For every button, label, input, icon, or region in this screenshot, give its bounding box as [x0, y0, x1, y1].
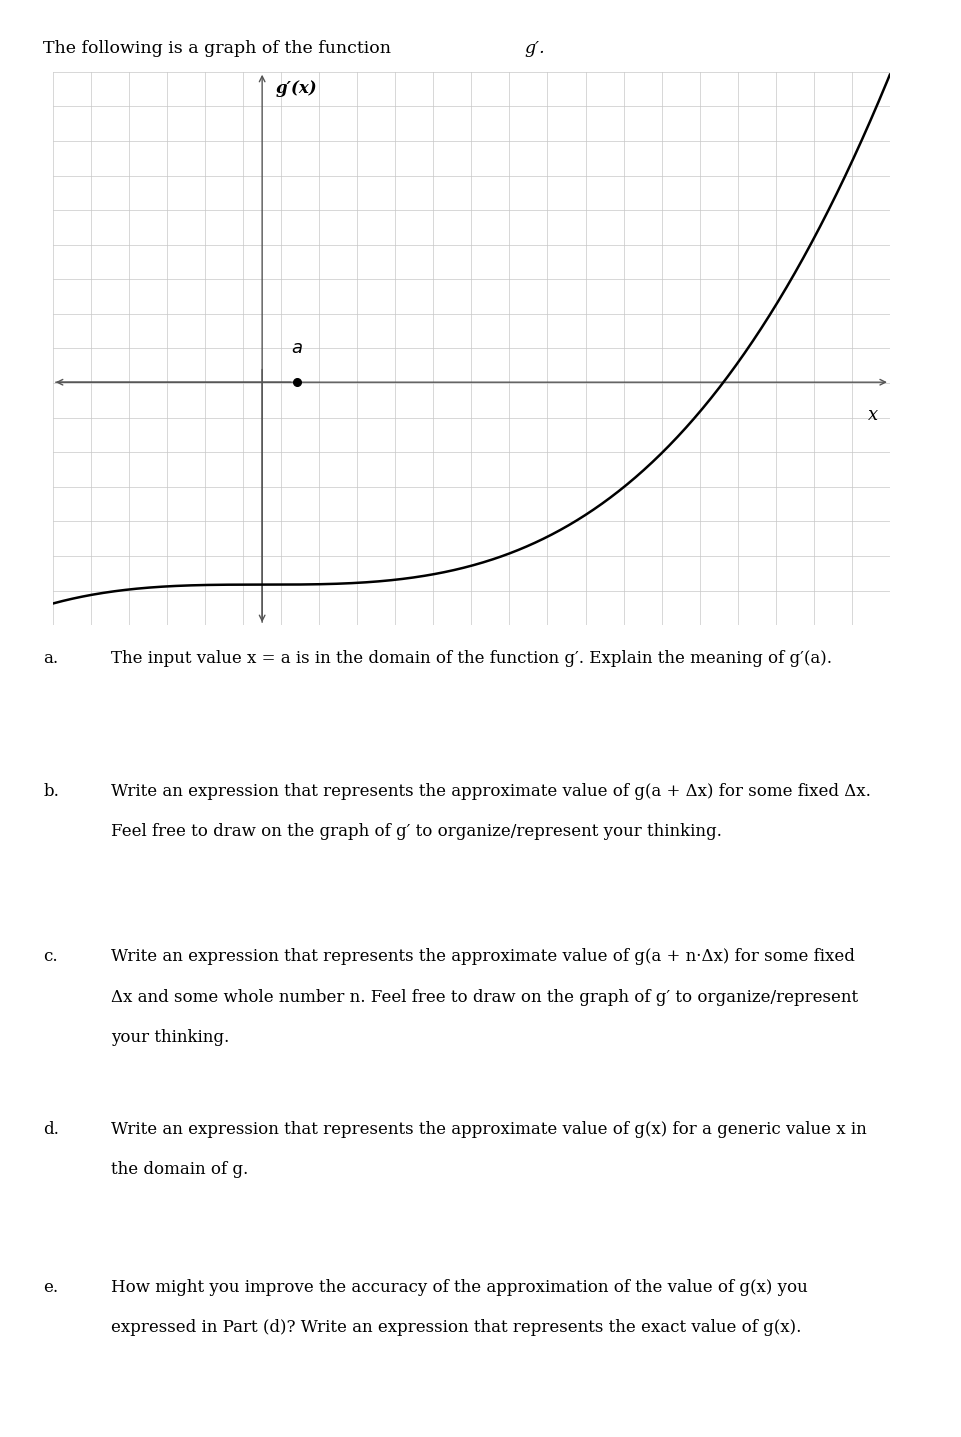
Text: Δx and some whole number n. Feel free to draw on the graph of g′ to organize/rep: Δx and some whole number n. Feel free to… — [111, 989, 857, 1006]
Text: How might you improve the accuracy of the approximation of the value of g(x) you: How might you improve the accuracy of th… — [111, 1279, 806, 1296]
Text: the domain of g.: the domain of g. — [111, 1161, 248, 1178]
Text: c.: c. — [43, 948, 58, 966]
Text: d.: d. — [43, 1121, 60, 1138]
Text: x: x — [867, 405, 877, 424]
Text: The following is a graph of the function: The following is a graph of the function — [43, 40, 396, 57]
Text: your thinking.: your thinking. — [111, 1029, 229, 1046]
Text: Write an expression that represents the approximate value of g(x) for a generic : Write an expression that represents the … — [111, 1121, 866, 1138]
Text: expressed in Part (d)? Write an expression that represents the exact value of g(: expressed in Part (d)? Write an expressi… — [111, 1319, 801, 1336]
Text: Write an expression that represents the approximate value of g(a + n·Δx) for som: Write an expression that represents the … — [111, 948, 853, 966]
Text: a.: a. — [43, 650, 59, 667]
Text: b.: b. — [43, 783, 60, 800]
Text: g′.: g′. — [524, 40, 544, 57]
Text: $a$: $a$ — [291, 339, 303, 356]
Text: Feel free to draw on the graph of g′ to organize/represent your thinking.: Feel free to draw on the graph of g′ to … — [111, 823, 721, 841]
Text: Write an expression that represents the approximate value of g(a + Δx) for some : Write an expression that represents the … — [111, 783, 870, 800]
Text: The input value x = a is in the domain of the function g′. Explain the meaning o: The input value x = a is in the domain o… — [111, 650, 830, 667]
Text: g′(x): g′(x) — [276, 80, 317, 96]
Text: e.: e. — [43, 1279, 59, 1296]
